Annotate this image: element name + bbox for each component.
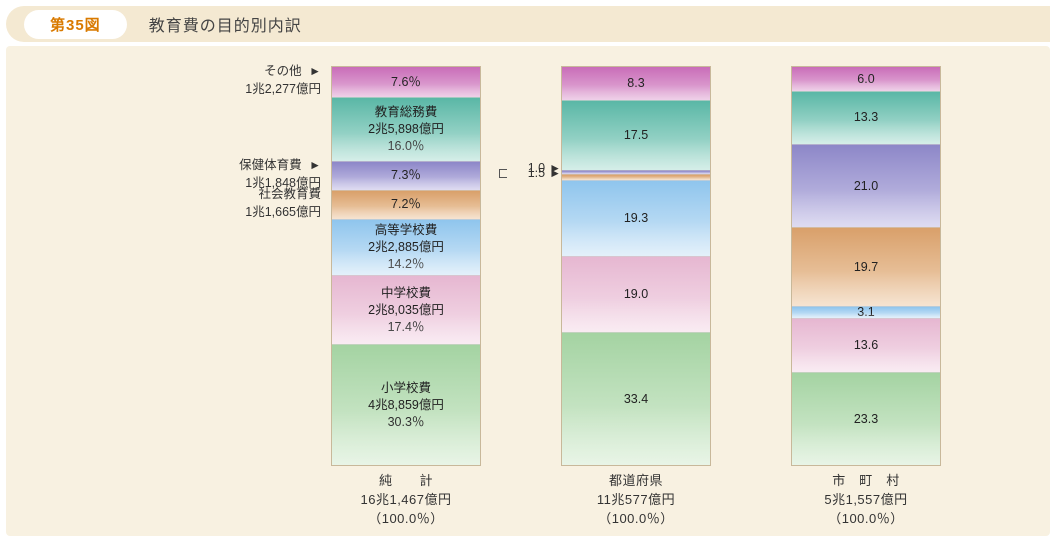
segment-label: 19.7 <box>854 259 878 276</box>
segment-label: 16.0％ <box>388 138 425 155</box>
segment-other: 7.6％ <box>332 67 480 97</box>
callout: 1.5 ► <box>528 166 561 180</box>
side-label-line: 1兆1,665億円 <box>245 204 321 222</box>
caption-line: （100.0％） <box>561 510 711 529</box>
side-label-other: その他 ►1兆2,277億円 <box>245 63 321 98</box>
bars-row: 7.6％ 教育総務費2兆5,898億円16.0％ 7.3％ 7.2％ 高等学校費2兆2,… <box>6 46 1050 536</box>
segment-shakai: 19.7 <box>792 227 940 305</box>
segment-koto: 19.3 <box>562 180 710 257</box>
segment-label: 19.0 <box>624 286 648 303</box>
bar-caption: 純 計16兆1,467億円（100.0％） <box>331 472 481 529</box>
segment-soumu: 教育総務費2兆5,898億円16.0％ <box>332 97 480 161</box>
segment-soumu: 17.5 <box>562 100 710 170</box>
segment-label: 13.3 <box>854 109 878 126</box>
bar-caption: 都道府県11兆577億円（100.0％） <box>561 472 711 529</box>
segment-label: 14.2％ <box>388 256 425 273</box>
caption-line: （100.0％） <box>791 510 941 529</box>
bar-caption: 市 町 村5兆1,557億円（100.0％） <box>791 472 941 529</box>
callout-text: 1.5 <box>528 166 545 180</box>
figure-header: 第35図 教育費の目的別内訳 <box>6 6 1050 42</box>
arrow-icon: ► <box>309 158 321 172</box>
caption-line: 市 町 村 <box>791 472 941 491</box>
bar-col-muni: 6.0 13.3 21.0 19.7 3.1 13.6 23.3 市 町 村5兆1,557億円… <box>791 66 941 529</box>
segment-label: 小学校費 <box>381 380 431 397</box>
caption-line: 純 計 <box>331 472 481 491</box>
segment-label: 7.2％ <box>391 196 421 213</box>
segment-label: 13.6 <box>854 337 878 354</box>
figure-badge: 第35図 <box>24 10 127 39</box>
segment-label: 33.4 <box>624 391 648 408</box>
segment-label: 19.3 <box>624 210 648 227</box>
segment-label: 2兆8,035億円 <box>368 302 444 319</box>
caption-line: 5兆1,557億円 <box>791 491 941 510</box>
segment-shogaku: 33.4 <box>562 332 710 465</box>
side-label-line: その他 ► <box>245 63 321 81</box>
segment-label: 7.3％ <box>391 167 421 184</box>
segment-label: 2兆5,898億円 <box>368 121 444 138</box>
segment-label: 23.3 <box>854 411 878 428</box>
segment-other: 6.0 <box>792 67 940 91</box>
segment-label: 8.3 <box>627 75 644 92</box>
segment-label: 7.6％ <box>391 74 421 91</box>
segment-label: 6.0 <box>857 71 874 88</box>
bar-stack: 8.3 17.5 19.3 19.0 33.4 <box>561 66 711 466</box>
caption-line: 都道府県 <box>561 472 711 491</box>
side-label-shakai: 社会教育費1兆1,665億円 <box>245 186 321 221</box>
arrow-icon: ► <box>549 166 561 180</box>
segment-shakai: 7.2％ <box>332 190 480 219</box>
segment-chugaku: 13.6 <box>792 318 940 372</box>
side-label-line: 1兆2,277億円 <box>245 81 321 99</box>
callout-bracket <box>499 169 507 178</box>
chart-panel: 7.6％ 教育総務費2兆5,898億円16.0％ 7.3％ 7.2％ 高等学校費2兆2,… <box>6 46 1050 536</box>
segment-label: 30.3％ <box>388 414 425 431</box>
bar-stack: 7.6％ 教育総務費2兆5,898億円16.0％ 7.3％ 7.2％ 高等学校費2兆2,… <box>331 66 481 466</box>
segment-chugaku: 19.0 <box>562 256 710 332</box>
side-label-line: 保健体育費 ► <box>239 157 321 175</box>
bar-stack: 6.0 13.3 21.0 19.7 3.1 13.6 23.3 <box>791 66 941 466</box>
segment-label: 2兆2,885億円 <box>368 239 444 256</box>
segment-label: 17.5 <box>624 127 648 144</box>
segment-shogaku: 23.3 <box>792 372 940 465</box>
bar-col-pref: 8.3 17.5 19.3 19.0 33.4 都道府県11兆577億円（100.0％） <box>561 66 711 529</box>
segment-label: 中学校費 <box>381 285 431 302</box>
side-label-line: 社会教育費 <box>245 186 321 204</box>
caption-line: （100.0％） <box>331 510 481 529</box>
segment-soumu: 13.3 <box>792 91 940 144</box>
figure-title: 教育費の目的別内訳 <box>149 12 302 36</box>
bar-col-total: 7.6％ 教育総務費2兆5,898億円16.0％ 7.3％ 7.2％ 高等学校費2兆2,… <box>331 66 481 529</box>
segment-koto: 3.1 <box>792 306 940 318</box>
caption-line: 16兆1,467億円 <box>331 491 481 510</box>
segment-koto: 高等学校費2兆2,885億円14.2％ <box>332 219 480 276</box>
segment-other: 8.3 <box>562 67 710 100</box>
caption-line: 11兆577億円 <box>561 491 711 510</box>
segment-hoken: 21.0 <box>792 144 940 228</box>
segment-label: 教育総務費 <box>375 104 438 121</box>
segment-hoken: 7.3％ <box>332 161 480 190</box>
segment-label: 4兆8,859億円 <box>368 397 444 414</box>
segment-label: 21.0 <box>854 178 878 195</box>
arrow-icon: ► <box>309 64 321 78</box>
segment-label: 高等学校費 <box>375 222 438 239</box>
segment-label: 17.4％ <box>388 319 425 336</box>
segment-chugaku: 中学校費2兆8,035億円17.4％ <box>332 275 480 344</box>
segment-shogaku: 小学校費4兆8,859億円30.3％ <box>332 344 480 465</box>
